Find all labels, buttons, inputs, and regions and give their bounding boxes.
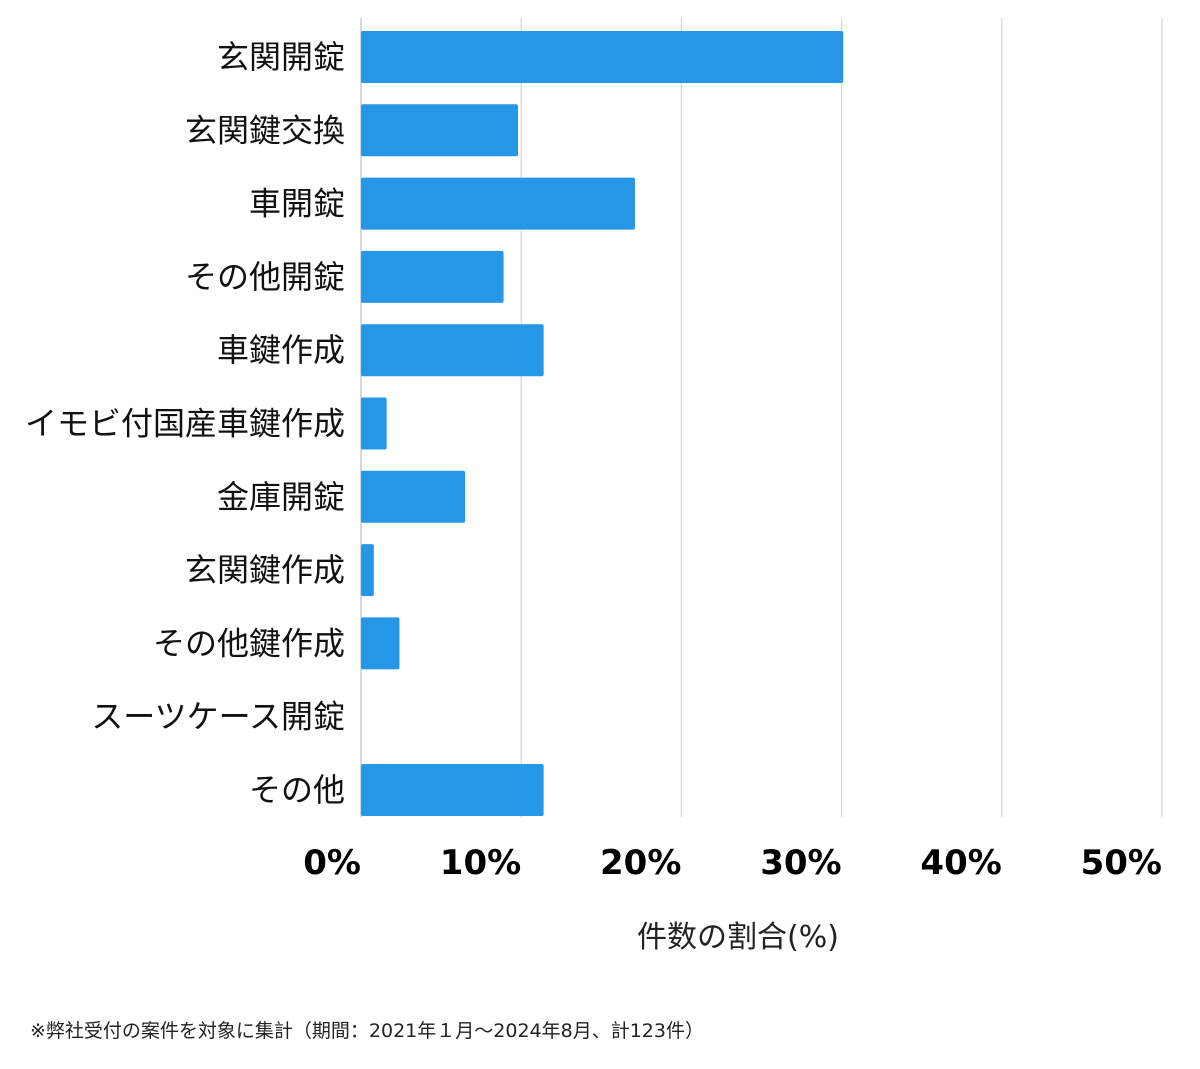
category-label: その他開錠 bbox=[185, 258, 345, 296]
x-tick-label: 20% bbox=[600, 843, 681, 883]
bar-chart: 玄関開錠玄関鍵交換車開錠その他開錠車鍵作成イモビ付国産車鍵作成金庫開錠玄関鍵作成… bbox=[25, 18, 1163, 955]
x-tick-labels: 0% 10% 20% 30% 40% 50% bbox=[303, 843, 1162, 883]
x-tick-label: 0% bbox=[303, 843, 361, 883]
category-label: イモビ付国産車鍵作成 bbox=[25, 405, 345, 443]
category-label: 金庫開錠 bbox=[217, 478, 345, 516]
gridlines bbox=[360, 18, 1163, 817]
x-tick-label: 10% bbox=[440, 843, 521, 883]
bar bbox=[361, 617, 400, 670]
bar bbox=[361, 764, 544, 816]
category-label: 玄関鍵交換 bbox=[185, 111, 345, 149]
bars bbox=[361, 31, 844, 816]
x-tick-label: 30% bbox=[760, 843, 841, 883]
bar bbox=[361, 177, 635, 230]
bar bbox=[361, 104, 518, 157]
footnote: ※弊社受付の案件を対象に集計（期間：2021年１月〜2024年8月、計123件） bbox=[30, 1020, 704, 1042]
bar bbox=[361, 544, 374, 597]
bar bbox=[361, 31, 844, 83]
x-axis-title: 件数の割合(%) bbox=[637, 920, 839, 955]
x-tick-label: 50% bbox=[1081, 843, 1162, 883]
bar bbox=[361, 250, 504, 303]
category-label: 車開錠 bbox=[249, 185, 345, 223]
bar bbox=[361, 470, 466, 523]
category-label: その他鍵作成 bbox=[153, 624, 345, 662]
category-label: 玄関鍵作成 bbox=[185, 551, 345, 589]
bar bbox=[361, 397, 387, 450]
category-label: 玄関開錠 bbox=[217, 38, 345, 76]
bar bbox=[361, 324, 544, 377]
category-label: 車鍵作成 bbox=[217, 331, 345, 369]
x-tick-label: 40% bbox=[920, 843, 1001, 883]
category-label: その他 bbox=[249, 771, 345, 809]
category-label: スーツケース開錠 bbox=[91, 698, 345, 736]
category-labels: 玄関開錠玄関鍵交換車開錠その他開錠車鍵作成イモビ付国産車鍵作成金庫開錠玄関鍵作成… bbox=[25, 38, 345, 809]
